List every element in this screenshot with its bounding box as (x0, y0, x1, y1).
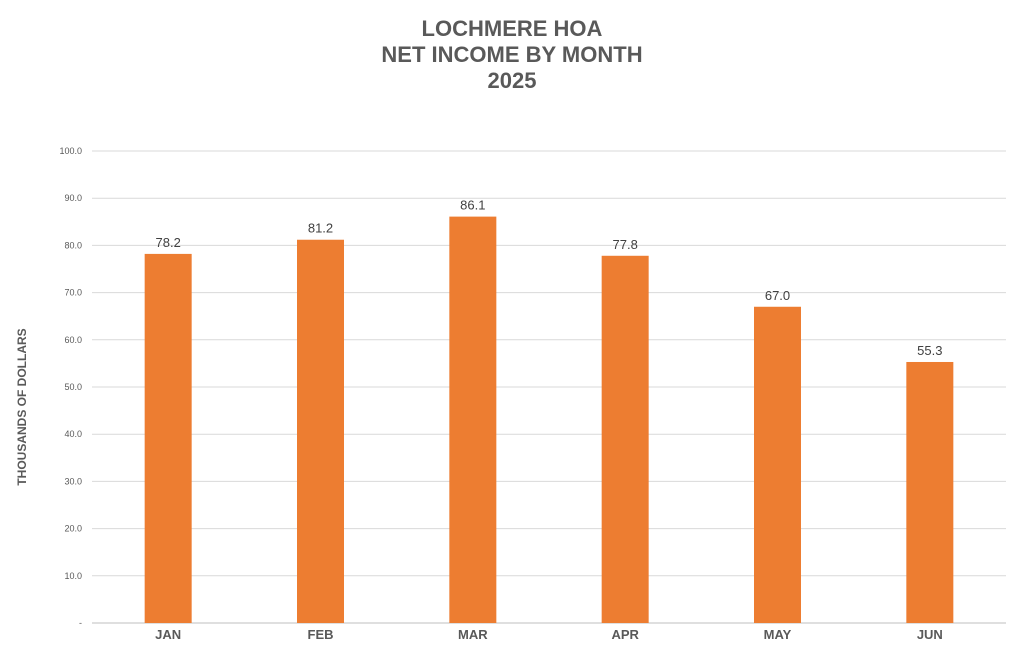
chart-title-line-2: NET INCOME BY MONTH (381, 42, 643, 67)
bar-jun (906, 361, 954, 623)
x-tick-label: APR (611, 627, 639, 642)
x-tick-label: JAN (155, 627, 181, 642)
x-tick-label: MAY (764, 627, 792, 642)
x-tick-label: JUN (917, 627, 943, 642)
bars (144, 216, 954, 623)
gridlines (92, 150, 1006, 624)
y-tick-label: 10.0 (64, 571, 82, 581)
bar-jan (144, 253, 192, 623)
chart-title: LOCHMERE HOA NET INCOME BY MONTH 2025 (0, 16, 1024, 94)
y-tick-label: 20.0 (64, 524, 82, 534)
data-label: 81.2 (308, 221, 333, 236)
y-tick-label: 90.0 (64, 193, 82, 203)
chart-title-line-1: LOCHMERE HOA (421, 16, 603, 41)
data-label: 78.2 (156, 235, 181, 250)
chart-title-line-3: 2025 (487, 68, 537, 93)
data-label: 86.1 (460, 198, 485, 213)
y-tick-label: - (79, 618, 82, 628)
y-tick-label: 30.0 (64, 476, 82, 486)
data-label: 67.0 (765, 288, 790, 303)
data-label: 55.3 (917, 343, 942, 358)
bar-feb (297, 239, 344, 623)
data-labels: 78.2 81.2 86.1 77.8 67.0 55.3 (156, 198, 943, 358)
y-axis-ticks: - 10.0 20.0 30.0 40.0 50.0 60.0 70.0 80.0 90.0 100… (59, 146, 82, 628)
y-tick-label: 60.0 (64, 335, 82, 345)
y-tick-label: 100.0 (59, 146, 82, 156)
bar-mar (449, 216, 497, 623)
bar-may (754, 306, 801, 623)
x-tick-label: FEB (308, 627, 334, 642)
y-tick-label: 40.0 (64, 429, 82, 439)
data-label: 77.8 (613, 237, 638, 252)
y-axis-label: THOUSANDS OF DOLLARS (15, 328, 29, 485)
y-tick-label: 70.0 (64, 288, 82, 298)
x-axis-ticks: JAN FEB MAR APR MAY JUN (155, 627, 943, 642)
y-tick-label: 50.0 (64, 382, 82, 392)
bar-apr (601, 255, 649, 623)
y-tick-label: 80.0 (64, 240, 82, 250)
x-tick-label: MAR (458, 627, 488, 642)
